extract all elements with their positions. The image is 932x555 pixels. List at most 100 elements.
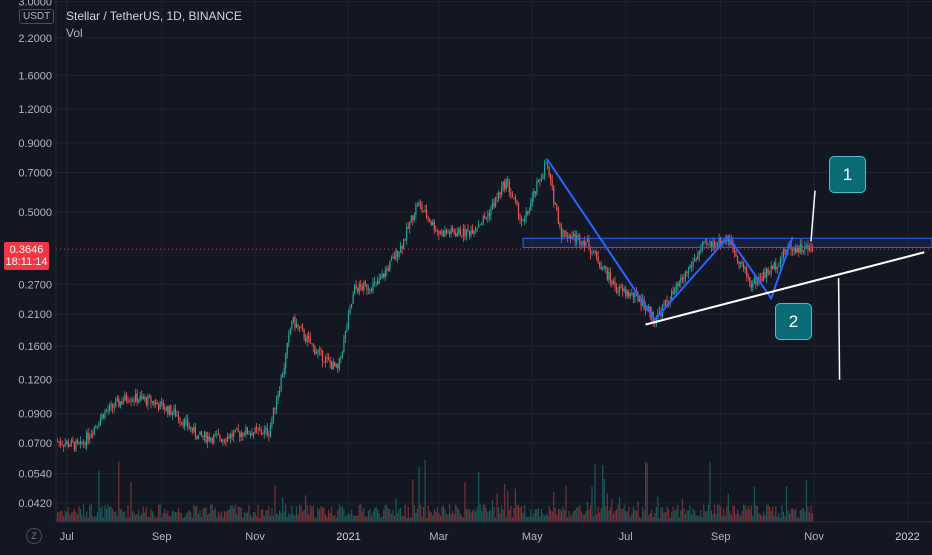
candle: [637, 290, 639, 303]
candle: [462, 224, 464, 243]
candle: [136, 389, 138, 406]
chart-drawings[interactable]: [56, 159, 932, 380]
volume-bar: [447, 514, 449, 522]
time-axis[interactable]: Jul Sep Nov 2021 Mar May Jul Sep Nov 2022: [56, 521, 932, 543]
volume-bar: [79, 509, 82, 522]
candle: [793, 246, 795, 256]
candle: [211, 436, 213, 445]
volume-bar: [772, 507, 774, 522]
candle: [383, 273, 385, 279]
volume-bar: [125, 517, 128, 522]
candle: [158, 402, 160, 412]
volume-bar: [661, 506, 664, 522]
volume-bar: [464, 482, 466, 522]
candle: [162, 399, 164, 410]
volume-bar: [618, 497, 621, 522]
price-tick-label: 2.2000: [18, 33, 52, 45]
volume-bar: [66, 511, 68, 522]
price-axis[interactable]: 3.0000 2.2000 1.6000 1.2000 0.9000 0.7000 0.50…: [18, 0, 57, 522]
candle: [263, 425, 265, 439]
candle: [499, 191, 501, 200]
candle: [347, 309, 350, 330]
volume-bar: [716, 504, 719, 522]
ascending-trendline[interactable]: [645, 251, 925, 326]
candle: [629, 292, 631, 300]
candle: [366, 283, 368, 296]
candle: [177, 410, 180, 424]
vertical-line-2[interactable]: [837, 278, 841, 380]
volume-bar: [207, 514, 209, 522]
candle: [70, 437, 72, 448]
candle: [223, 438, 226, 445]
time-tick-label: 2022: [895, 531, 919, 543]
volume-bar: [324, 514, 327, 522]
candle: [770, 261, 772, 278]
candle: [121, 397, 123, 406]
volume-bar: [657, 496, 659, 522]
volume-bar: [531, 516, 533, 522]
volume-bar: [606, 493, 608, 522]
volume-bar: [802, 507, 804, 522]
candle: [346, 322, 348, 333]
callout-label-1[interactable]: 1: [829, 156, 866, 193]
volume-bar: [592, 516, 595, 522]
candle: [479, 224, 481, 226]
volume-indicator-label[interactable]: Vol: [66, 26, 83, 40]
volume-bar: [341, 505, 343, 522]
volume-bar: [522, 512, 524, 522]
candle: [698, 249, 700, 262]
candle: [435, 225, 437, 232]
volume-bar: [308, 514, 310, 522]
candle: [501, 181, 503, 198]
candle: [292, 316, 294, 324]
candle: [467, 223, 469, 233]
candle: [113, 402, 115, 413]
timezone-button[interactable]: Z: [26, 528, 42, 544]
candle: [372, 277, 374, 294]
candle: [779, 256, 781, 270]
candle: [614, 276, 616, 292]
volume-bar: [236, 514, 238, 522]
volume-bar: [615, 509, 618, 522]
candle: [562, 228, 564, 240]
candle: [187, 414, 189, 432]
volume-bar: [499, 513, 501, 522]
resistance-rectangle[interactable]: [522, 237, 932, 248]
candle: [112, 403, 114, 414]
zigzag-pattern-line[interactable]: [546, 159, 794, 322]
candle: [101, 412, 103, 421]
candle: [490, 205, 492, 220]
volume-bar: [571, 513, 573, 522]
candle: [116, 395, 118, 402]
volume-bar: [637, 501, 639, 522]
volume-bar: [759, 514, 762, 522]
currency-label[interactable]: USDT: [19, 9, 55, 24]
candle: [199, 431, 201, 435]
volume-bar: [603, 478, 605, 522]
volume-bar: [698, 515, 700, 522]
volume-bar: [228, 509, 230, 522]
volume-bar: [779, 517, 781, 522]
volume-bar: [752, 515, 754, 522]
candle: [686, 270, 688, 277]
volume-bar: [332, 515, 334, 522]
volume-bar: [89, 505, 91, 522]
volume-bar: [455, 504, 457, 522]
volume-bar: [439, 515, 441, 522]
volume-bar: [784, 515, 786, 522]
candle: [618, 284, 621, 297]
candle: [531, 191, 533, 207]
vertical-line-1[interactable]: [810, 190, 816, 242]
candle: [297, 323, 299, 331]
volume-bar: [115, 511, 117, 522]
volume-bar: [280, 512, 282, 522]
candle: [289, 327, 291, 335]
volume-bar: [300, 505, 302, 522]
volume-bar: [211, 504, 213, 522]
candle: [156, 399, 158, 405]
callout-label-2[interactable]: 2: [775, 303, 812, 340]
candle: [412, 214, 414, 226]
volume-bar: [444, 508, 446, 522]
